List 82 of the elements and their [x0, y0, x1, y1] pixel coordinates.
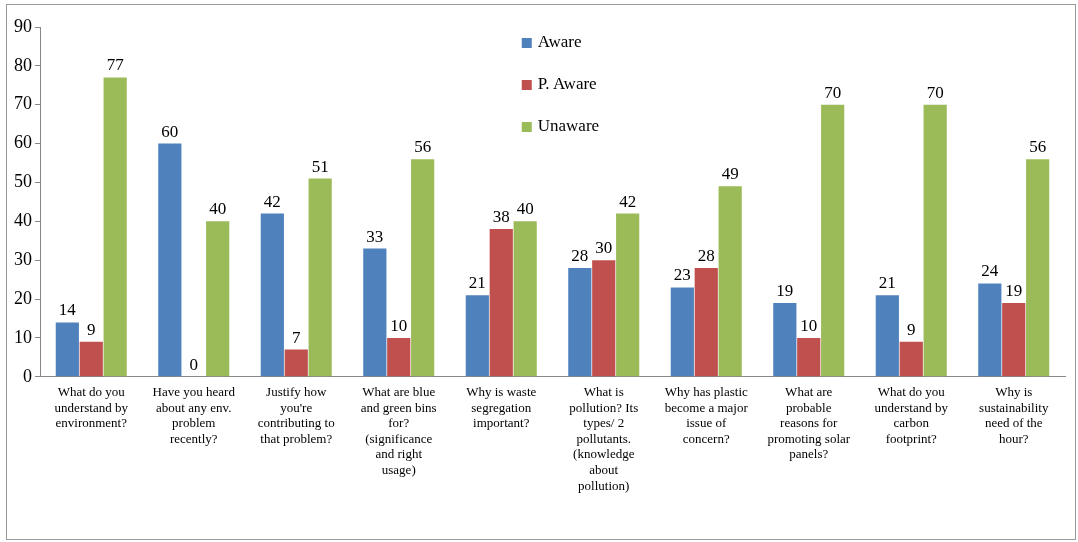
bar — [308, 178, 332, 377]
y-tick-label: 70 — [14, 93, 32, 114]
x-tick-label: Why is sustainability need of the hour? — [979, 384, 1049, 446]
data-label: 23 — [673, 265, 691, 285]
x-tick-label: What are blue and green bins for? (significance and right usage) — [360, 384, 437, 478]
bar — [694, 267, 718, 377]
y-tick-label: 30 — [14, 248, 32, 269]
y-tick-label: 10 — [14, 326, 32, 347]
x-tick-label: What is pollution? Its types/ 2 pollutants. (knowledge about pollution) — [569, 384, 639, 493]
data-label: 38 — [492, 207, 510, 227]
data-label: 19 — [1005, 280, 1023, 300]
bar — [875, 295, 899, 377]
x-tick-label: What do you understand by environment? — [54, 384, 129, 431]
data-label: 14 — [58, 300, 77, 320]
data-label: 42 — [263, 191, 281, 211]
data-label: 70 — [926, 82, 944, 102]
bar — [513, 221, 537, 377]
x-tick-label: Justify how you're contributing to that problem? — [257, 384, 335, 446]
data-label: 28 — [697, 245, 715, 265]
y-tick-label: 80 — [14, 54, 32, 75]
bar — [260, 213, 284, 377]
data-label: 28 — [571, 245, 589, 265]
x-tick-label: Have you heard about any env. problem recently? — [152, 384, 236, 446]
bar — [206, 221, 230, 377]
legend-label: P. Aware — [537, 74, 597, 94]
x-tick-label: What do you understand by carbon footprint? — [874, 384, 949, 446]
bar — [773, 302, 797, 377]
bar — [616, 213, 640, 377]
data-label: 60 — [161, 121, 179, 141]
bar — [158, 143, 182, 377]
bar — [79, 341, 103, 377]
bar — [411, 159, 435, 377]
bar — [1026, 159, 1050, 377]
data-label: 33 — [366, 226, 384, 246]
bar — [899, 341, 923, 377]
y-tick-label: 90 — [14, 15, 32, 36]
data-label: 51 — [311, 156, 329, 176]
bar — [1002, 302, 1026, 377]
bar — [592, 260, 616, 377]
data-label: 0 — [189, 354, 198, 374]
data-label: 56 — [1029, 137, 1047, 157]
y-tick-label: 0 — [23, 365, 32, 386]
bar — [363, 248, 387, 377]
bar — [465, 295, 489, 377]
bar — [103, 77, 127, 377]
bar — [489, 229, 513, 377]
data-label: 40 — [516, 199, 534, 219]
data-label: 56 — [414, 137, 432, 157]
bar — [797, 337, 821, 377]
bar — [923, 104, 947, 377]
data-label: 7 — [292, 327, 301, 347]
y-tick-label: 20 — [14, 287, 32, 308]
x-tick-label: Why has plastic become a major issue of concern? — [664, 384, 749, 446]
data-label: 9 — [87, 319, 96, 339]
data-label: 21 — [468, 273, 486, 293]
data-label: 77 — [106, 55, 125, 75]
data-label: 40 — [209, 199, 227, 219]
data-label: 49 — [721, 164, 739, 184]
data-label: 19 — [776, 280, 794, 300]
bar — [718, 186, 742, 377]
data-label: 70 — [824, 82, 842, 102]
legend-label: Unaware — [537, 116, 600, 136]
bar — [670, 287, 694, 377]
y-tick-label: 50 — [14, 171, 32, 192]
x-tick-label: Why is waste segregation important? — [466, 384, 537, 431]
data-label: 10 — [800, 315, 818, 335]
bar — [284, 349, 308, 377]
legend-label: Aware — [537, 32, 582, 52]
data-label: 21 — [878, 273, 896, 293]
data-label: 10 — [390, 315, 408, 335]
bar — [387, 337, 411, 377]
data-label: 42 — [619, 191, 637, 211]
bar — [978, 283, 1002, 377]
y-tick-label: 40 — [14, 210, 32, 231]
y-tick-label: 60 — [14, 132, 32, 153]
data-label: 24 — [981, 261, 999, 281]
bar — [55, 322, 79, 377]
data-label: 9 — [907, 319, 916, 339]
data-label: 30 — [595, 238, 613, 258]
x-tick-label: What are probable reasons for promoting solar panels? — [767, 384, 851, 462]
bar — [821, 104, 845, 377]
bar — [568, 267, 592, 377]
